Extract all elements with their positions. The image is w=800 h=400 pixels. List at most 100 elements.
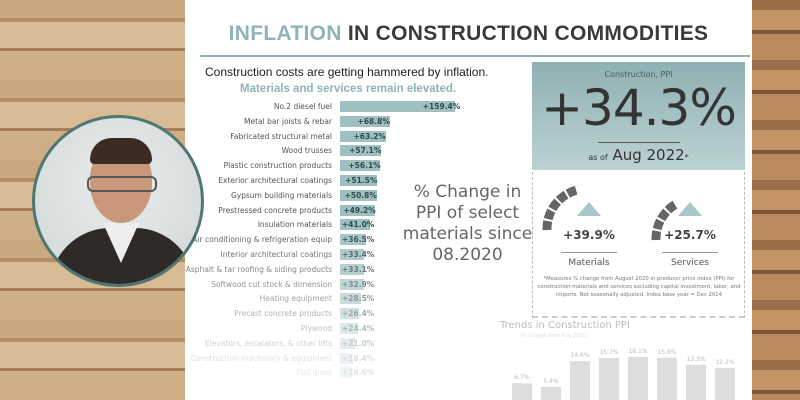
trend-bar-label: 15.7%: [599, 349, 618, 356]
bar-value-label: +36.5%: [342, 235, 375, 245]
bar-value-label: +21.0%: [342, 338, 375, 348]
bar: [340, 189, 377, 201]
bar: [340, 249, 365, 260]
bar: [340, 234, 367, 246]
asterisk: *: [684, 153, 689, 162]
bar-row: Prestressed concrete products +49.2%: [190, 204, 490, 217]
trend-bar: [715, 367, 735, 400]
bar-row: Metal bar joists & rebar +68.8%: [190, 115, 490, 128]
bar-label: Elevators, escalators, & other lifts: [204, 338, 332, 348]
as-of-date: Aug 2022: [612, 146, 685, 164]
bar-value-label: +28.5%: [342, 294, 375, 304]
bar-row: Interior architectural coatings +33.4%: [190, 248, 490, 261]
bar-row: Gypsum building materials +50.8%: [190, 189, 490, 202]
bar: [340, 293, 361, 305]
trend-bar: [628, 356, 648, 400]
as-of-prefix: as of: [588, 153, 608, 162]
bar-value-label: +51.5%: [345, 176, 378, 185]
trend-bar-chart: 6.7% 5.4% 14.6% 15.7% 16.1% 15.8% 13.3% 12.2%: [512, 348, 735, 400]
trend-bar-label: 14.6%: [570, 352, 589, 359]
trend-bar: [541, 386, 561, 400]
bar: [340, 115, 390, 127]
trend-bar: [686, 364, 706, 400]
bar-label: Construction machinery & equipment: [190, 353, 332, 363]
bar-label: Fabricated structural metal: [230, 131, 332, 141]
ppi-date: as of Aug 2022*: [532, 146, 745, 164]
ppi-value: +34.3%: [541, 79, 737, 137]
subheadline: Materials and services remain elevated.: [240, 83, 457, 95]
bar: [340, 278, 364, 290]
bar-label: Wood trusses: [281, 146, 332, 156]
bar-row: Wood trusses +57.1%: [190, 144, 490, 157]
bar: [340, 337, 356, 349]
ppi-label: Construction, PPI: [604, 70, 673, 79]
bar-value-label: +32.9%: [342, 279, 375, 289]
trend-bar-label: 13.3%: [686, 356, 705, 363]
bar: [340, 367, 354, 379]
bar-label: Metal bar joists & rebar: [243, 116, 332, 126]
bar-value-label: +18.6%: [342, 368, 375, 378]
portrait-photo: [32, 115, 204, 287]
bar-value-label: +68.8%: [357, 116, 390, 126]
materials-services-card: +39.9% Materials +25.7% Services: [532, 172, 745, 318]
bar-label: Prestressed concrete products: [218, 205, 332, 215]
bar-row: Plastic construction products +56.1%: [190, 159, 490, 172]
trend-bar: [512, 383, 532, 400]
bar-label: Interior architectural coatings: [220, 250, 333, 259]
trend-bar: [599, 358, 619, 400]
gauge-arc-icon: [542, 185, 579, 231]
up-triangle-icon: [678, 202, 702, 216]
bar-row: Plywood +24.4%: [190, 322, 490, 335]
bar: [340, 160, 381, 172]
trend-bar-label: 16.1%: [628, 348, 647, 355]
trend-chart-title: Trends in Construction PPI: [500, 320, 630, 331]
bar-row: Asphalt & tar roofing & siding products +…: [186, 263, 490, 276]
bar-value-label: +56.1%: [348, 161, 381, 171]
bar-row: Construction machinery & equipment +18.4%: [190, 352, 490, 365]
trend-chart-subtitle: (% change from Aug 2021): [520, 333, 588, 339]
title-divider: [200, 55, 750, 57]
bar-label: No.2 diesel fuel: [273, 102, 332, 111]
bar-value-label: +57.1%: [349, 146, 382, 156]
bar-row: No.2 diesel fuel +159.4%: [190, 100, 490, 113]
bar-label: Insulation materials: [257, 220, 332, 230]
materials-label: Materials: [568, 258, 610, 268]
bar-value-label: +49.2%: [343, 205, 376, 215]
bar-row: Fabricated structural metal +63.2%: [190, 130, 490, 143]
services-divider: [662, 252, 718, 253]
ppi-divider: [598, 142, 680, 143]
bar: [340, 352, 354, 364]
bar-row: Heating equipment +28.5%: [190, 292, 490, 305]
bar-row: Softwood cut stock & dimension +32.9%: [190, 278, 490, 291]
bar: [340, 263, 364, 275]
title-rest: IN CONSTRUCTION COMMODITIES: [347, 22, 709, 45]
trend-bar-label: 12.2%: [715, 359, 734, 366]
title-accent: INFLATION: [228, 22, 342, 45]
bar: [340, 219, 370, 231]
bar-value-label: +33.1%: [342, 264, 375, 274]
trend-bar-label: 5.4%: [543, 378, 559, 385]
bar-row: Elevators, escalators, & other lifts +21.…: [190, 337, 490, 350]
construction-ppi-card: Construction, PPI +34.3% as of Aug 2022*: [532, 62, 745, 170]
bar-value-label: +24.4%: [342, 324, 375, 333]
wood-background-right: [750, 0, 800, 400]
bar: [340, 130, 386, 142]
bar-value-label: +26.4%: [342, 309, 375, 319]
bar: [340, 101, 455, 112]
bar-value-label: +50.8%: [344, 190, 377, 200]
page-title: INFLATION IN CONSTRUCTION COMMODITIES: [185, 22, 752, 46]
bar-value-label: +18.4%: [342, 353, 375, 363]
gauge-arc-icon: [651, 200, 679, 241]
bar-label: Gypsum building materials: [231, 190, 332, 200]
bar-label: Heating equipment: [259, 294, 332, 304]
trend-bar-label: 15.8%: [657, 349, 676, 356]
trend-bar: [657, 357, 677, 400]
bar-value-label: +41.0%: [342, 220, 375, 230]
bar: [340, 308, 359, 320]
bar-label: Exterior architectural coatings: [218, 176, 332, 185]
bar-value-label: +159.4%: [422, 102, 461, 111]
materials-divider: [561, 252, 617, 253]
up-triangle-icon: [577, 202, 601, 216]
bar: [340, 204, 376, 216]
services-label: Services: [671, 258, 709, 268]
